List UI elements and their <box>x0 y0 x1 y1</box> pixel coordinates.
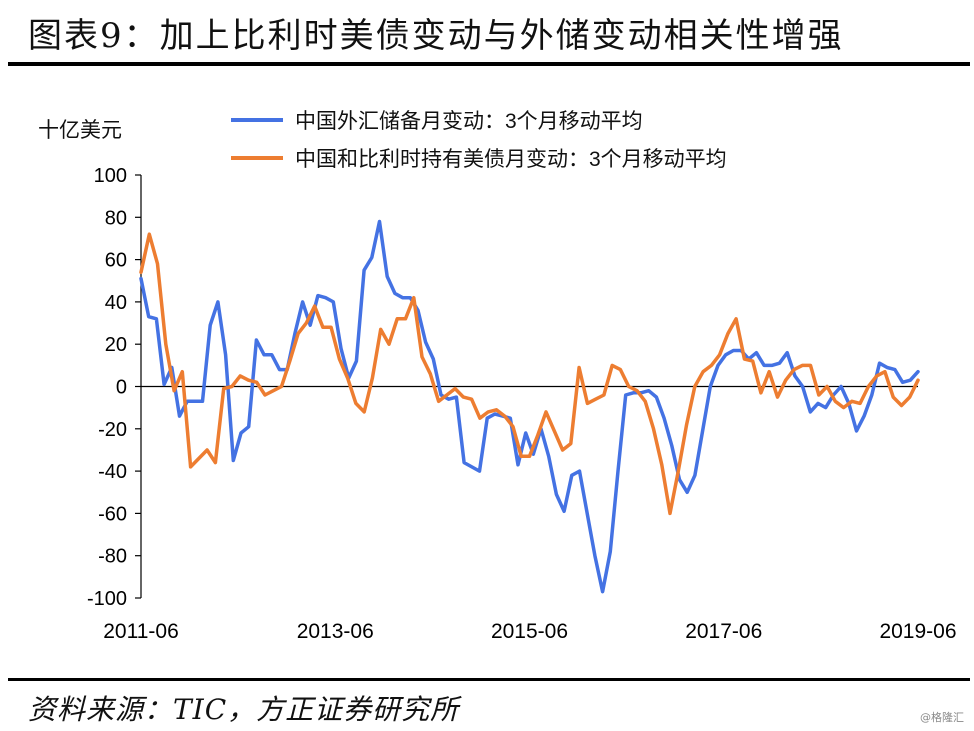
y-tick-label: -80 <box>98 546 127 568</box>
watermark: @格隆汇 <box>920 711 964 724</box>
y-unit-label: 十亿美元 <box>38 119 122 142</box>
chart-title: 图表9：加上比利时美债变动与外储变动相关性增强 <box>28 16 844 56</box>
footer-rule <box>8 678 970 681</box>
y-tick-label: -60 <box>98 503 127 525</box>
y-tick-label: 0 <box>116 377 127 399</box>
y-tick-label: 20 <box>105 334 127 356</box>
y-tick-label: -100 <box>87 588 127 610</box>
y-tick-label: 80 <box>105 207 127 229</box>
legend-label-2: 中国和比利时持有美债月变动：3个月移动平均 <box>295 148 727 171</box>
source-note: 资料来源：TIC，方正证券研究所 <box>28 693 460 726</box>
y-tick-label: -20 <box>98 419 127 441</box>
y-tick-label: 40 <box>105 292 127 314</box>
x-tick-label: 2015-06 <box>491 620 568 643</box>
x-tick-label: 2017-06 <box>685 620 762 643</box>
x-tick-label: 2011-06 <box>103 620 179 643</box>
y-tick-label: 60 <box>105 250 127 272</box>
line-chart: 十亿美元 -100 -80 -60 -40 -20 0 20 40 60 80 100 2011-06 2… <box>38 110 957 643</box>
title-rule <box>8 62 970 66</box>
x-tick-label: 2013-06 <box>297 620 374 643</box>
y-tick-label: -40 <box>98 461 127 483</box>
x-tick-label: 2019-06 <box>879 620 956 643</box>
series-line-1 <box>139 219 920 594</box>
series-line-2 <box>139 232 920 516</box>
y-tick-label: 100 <box>94 165 127 187</box>
legend-label-1: 中国外汇储备月变动：3个月移动平均 <box>295 110 643 133</box>
